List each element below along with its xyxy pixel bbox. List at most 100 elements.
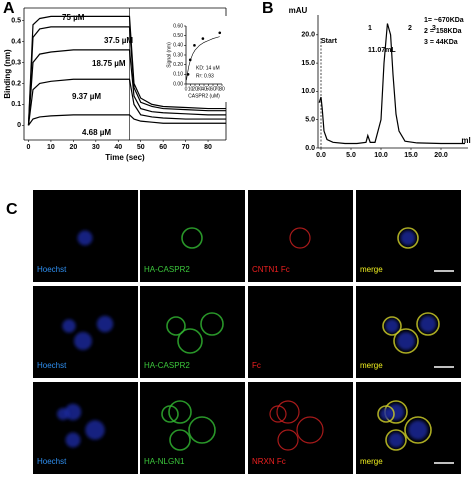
y-tick-label: 0.30 <box>173 52 183 58</box>
annotation: 1 <box>368 25 372 32</box>
channel-label: Hoechst <box>37 361 67 370</box>
panel-label: B <box>262 0 274 17</box>
membrane <box>181 227 203 249</box>
x-tick-label: 20.0 <box>434 152 448 159</box>
channel-label: CNTN1 Fc <box>252 265 290 274</box>
series-label: 9.37 µM <box>72 92 101 101</box>
x-tick-label: 80 <box>219 86 225 92</box>
y-axis-label: Binding (nm) <box>3 49 12 99</box>
x-tick-label: 70 <box>215 86 221 92</box>
x-tick-label: 80 <box>204 144 212 151</box>
membrane <box>385 429 407 451</box>
membrane <box>200 312 224 336</box>
membrane <box>296 416 324 444</box>
data-point <box>218 31 222 35</box>
y-tick-label: 0.1 <box>11 101 21 108</box>
x-tick-label: 5.0 <box>346 152 356 159</box>
data-line <box>27 49 226 126</box>
y-tick-label: 5.0 <box>305 117 315 124</box>
y-tick-label: 0.40 <box>173 43 183 49</box>
membrane <box>168 400 192 424</box>
nucleus <box>64 403 82 421</box>
nucleus <box>397 332 415 350</box>
membrane <box>161 405 179 423</box>
panel-label: A <box>3 0 15 17</box>
membrane <box>188 416 216 444</box>
x-tick-label: 10 <box>47 144 55 151</box>
x-tick-label: 0.0 <box>316 152 326 159</box>
x-tick-label: 20 <box>192 86 198 92</box>
y-tick-label: 0.0 <box>305 145 315 152</box>
channel-label: HA-CASPR2 <box>144 265 190 274</box>
channel-label: Hoechst <box>37 457 67 466</box>
nucleus <box>419 315 437 333</box>
data-line <box>27 15 226 126</box>
channel-label: HA-NLGN1 <box>144 457 185 466</box>
membrane <box>269 405 287 423</box>
channel-label: merge <box>360 457 383 466</box>
annotation: R²: 0.93 <box>196 73 214 79</box>
nucleus <box>85 420 105 440</box>
nucleus <box>57 408 69 420</box>
membrane <box>289 227 311 249</box>
series-label: 37.5 µM <box>104 36 133 45</box>
y-tick-label: 0.60 <box>173 23 183 29</box>
data-line <box>28 114 226 126</box>
data-point <box>193 44 196 47</box>
channel-label: NRXN Fc <box>252 457 286 466</box>
micrograph <box>140 382 245 474</box>
membrane <box>416 312 440 336</box>
membrane <box>166 316 186 336</box>
membrane <box>277 429 299 451</box>
micrograph <box>140 190 245 282</box>
x-tick-label: 40 <box>114 144 122 151</box>
y-tick-label: 0.00 <box>173 81 183 87</box>
membrane <box>382 316 402 336</box>
nucleus <box>65 432 81 448</box>
y-tick-label: 0.2 <box>11 80 21 87</box>
channel-label: merge <box>360 361 383 370</box>
annotation: 1= ~670KDa <box>424 17 464 24</box>
x-tick-label: 10 <box>188 86 194 92</box>
x-axis-label: ml <box>461 136 470 145</box>
channel-label: merge <box>360 265 383 274</box>
data-line <box>27 78 226 126</box>
annotation: KD: 14 uM <box>196 65 220 71</box>
x-tick-label: 30 <box>92 144 100 151</box>
nucleus <box>380 408 392 420</box>
data-line <box>318 23 465 145</box>
nucleus <box>388 432 404 448</box>
x-tick-label: 0 <box>185 86 188 92</box>
x-axis-label: Time (sec) <box>105 153 145 162</box>
micrograph <box>248 286 353 378</box>
micrograph <box>33 286 138 378</box>
y-axis-label: Signal (nm) <box>166 42 172 68</box>
y-tick-label: 20.0 <box>301 32 315 39</box>
inset-frame <box>160 16 228 102</box>
nucleus <box>96 315 114 333</box>
data-line <box>27 26 226 126</box>
x-tick-label: 0 <box>27 144 31 151</box>
x-tick-label: 70 <box>182 144 190 151</box>
data-point <box>201 37 205 40</box>
y-tick-label: 0.5 <box>11 17 21 24</box>
annotation: 2 <box>408 25 412 32</box>
membrane <box>276 400 300 424</box>
y-tick-label: 0 <box>17 122 21 129</box>
channel-label: Fc <box>252 361 261 370</box>
y-tick-label: 15.0 <box>301 60 315 67</box>
channel-label: Hoechst <box>37 265 67 274</box>
micrograph <box>248 190 353 282</box>
fit-curve <box>186 36 220 81</box>
annotation: 3 <box>432 25 436 32</box>
series-label: 75 µM <box>62 13 85 22</box>
micrograph <box>356 286 461 378</box>
nucleus <box>74 332 92 350</box>
x-tick-label: 10.0 <box>374 152 388 159</box>
micrograph <box>248 382 353 474</box>
x-tick-label: 50 <box>206 86 212 92</box>
annotation: Start <box>321 38 338 45</box>
x-tick-label: 30 <box>197 86 203 92</box>
x-tick-label: 50 <box>137 144 145 151</box>
